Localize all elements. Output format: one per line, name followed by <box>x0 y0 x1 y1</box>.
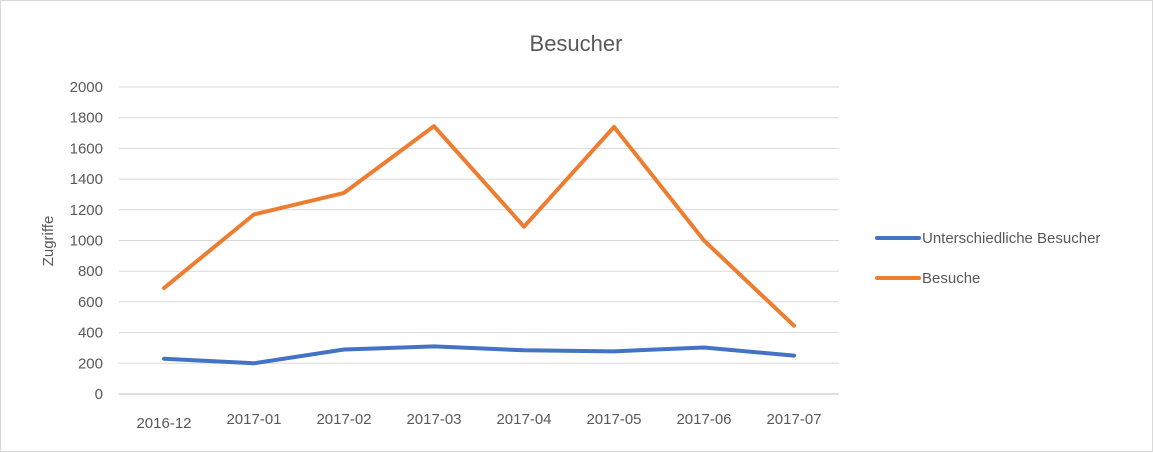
y-tick-label: 1600 <box>70 140 103 157</box>
legend-label: Besuche <box>922 270 980 287</box>
series-line <box>162 124 796 328</box>
y-tick-label: 1000 <box>70 233 103 250</box>
series-line <box>162 344 796 366</box>
y-tick-labels: 0 200 400 600 800 1000 1200 1400 1600 1800 2000 <box>70 79 103 403</box>
y-tick-label: 1800 <box>70 110 103 127</box>
x-tick-label: 2017-03 <box>406 411 461 428</box>
x-tick-labels: 2016-12 2017-01 2017-02 2017-03 2017-04 2017-… <box>136 411 821 432</box>
y-tick-label: 600 <box>78 294 103 311</box>
chart-title: Besucher <box>530 31 623 56</box>
y-tick-label: 400 <box>78 325 103 342</box>
legend-label: Unterschiedliche Besucher <box>922 230 1100 247</box>
y-tick-label: 0 <box>95 386 103 403</box>
x-tick-label: 2017-04 <box>496 411 551 428</box>
y-tick-label: 200 <box>78 355 103 372</box>
x-tick-label: 2017-01 <box>226 411 281 428</box>
x-tick-label: 2017-06 <box>676 411 731 428</box>
y-axis-label: Zugriffe <box>40 216 57 267</box>
x-tick-label: 2016-12 <box>136 415 191 432</box>
series-lines <box>162 124 796 366</box>
x-tick-label: 2017-07 <box>766 411 821 428</box>
y-tick-label: 800 <box>78 263 103 280</box>
y-tick-label: 2000 <box>70 79 103 96</box>
x-tick-label: 2017-02 <box>316 411 371 428</box>
x-tick-label: 2017-05 <box>586 411 641 428</box>
legend: Unterschiedliche Besucher Besuche <box>875 230 1100 287</box>
y-tick-label: 1400 <box>70 171 103 188</box>
y-tick-label: 1200 <box>70 202 103 219</box>
